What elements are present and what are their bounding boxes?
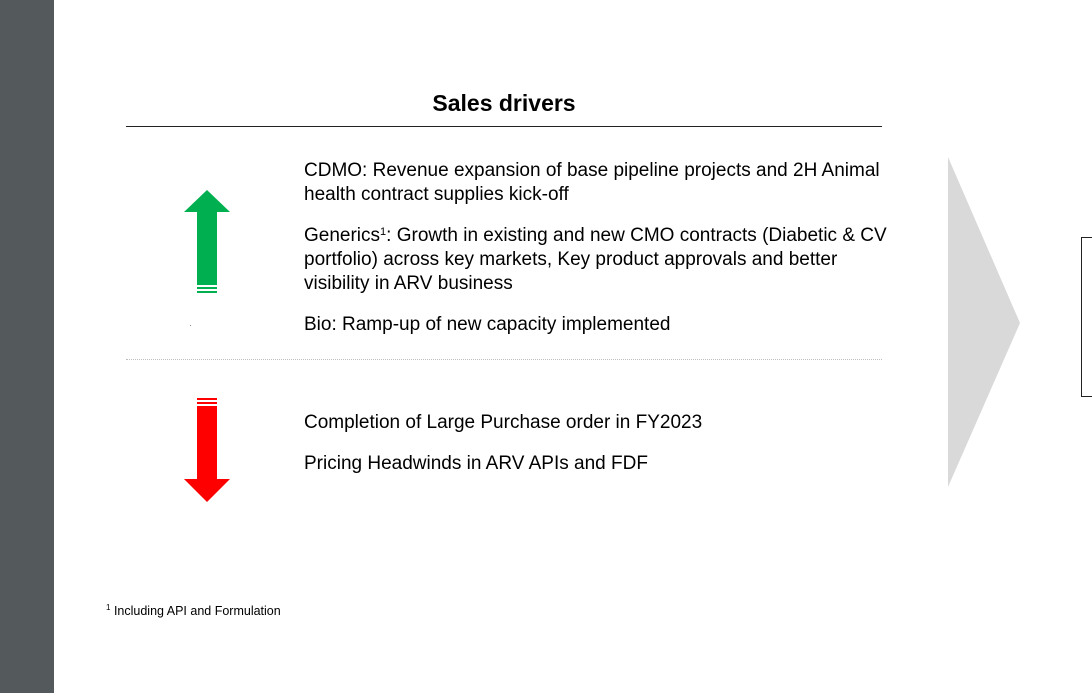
chevron-right-icon: [948, 157, 1020, 487]
driver-generics-label: Generics: [304, 225, 381, 246]
slide-page: [54, 0, 1092, 693]
slide-title: Sales drivers: [432, 90, 576, 116]
footnote-text: Including API and Formulation: [113, 604, 281, 618]
driver-large-purchase: Completion of Large Purchase order in FY…: [304, 412, 703, 433]
driver-bio: Bio: Ramp-up of new capacity implemented: [304, 314, 671, 335]
driver-generics: Generics1: Growth in existing and new CM…: [304, 224, 894, 296]
viewer-background: [0, 0, 54, 693]
driver-cdmo: CDMO: Revenue expansion of base pipeline…: [304, 160, 880, 205]
title-underline: [126, 126, 882, 127]
next-panel-edge: [1081, 237, 1092, 397]
footnote-ref: 1: [380, 226, 387, 238]
up-arrow-icon: [184, 190, 230, 293]
marker-dot: [190, 325, 191, 326]
footnote-marker: 1: [106, 603, 111, 612]
section-divider: [126, 359, 882, 360]
down-arrow-icon: [184, 398, 230, 502]
driver-generics-text: : Growth in existing and new CMO contrac…: [304, 225, 887, 294]
footnote: 1 Including API and Formulation: [106, 603, 281, 619]
driver-pricing: Pricing Headwinds in ARV APIs and FDF: [304, 453, 648, 474]
